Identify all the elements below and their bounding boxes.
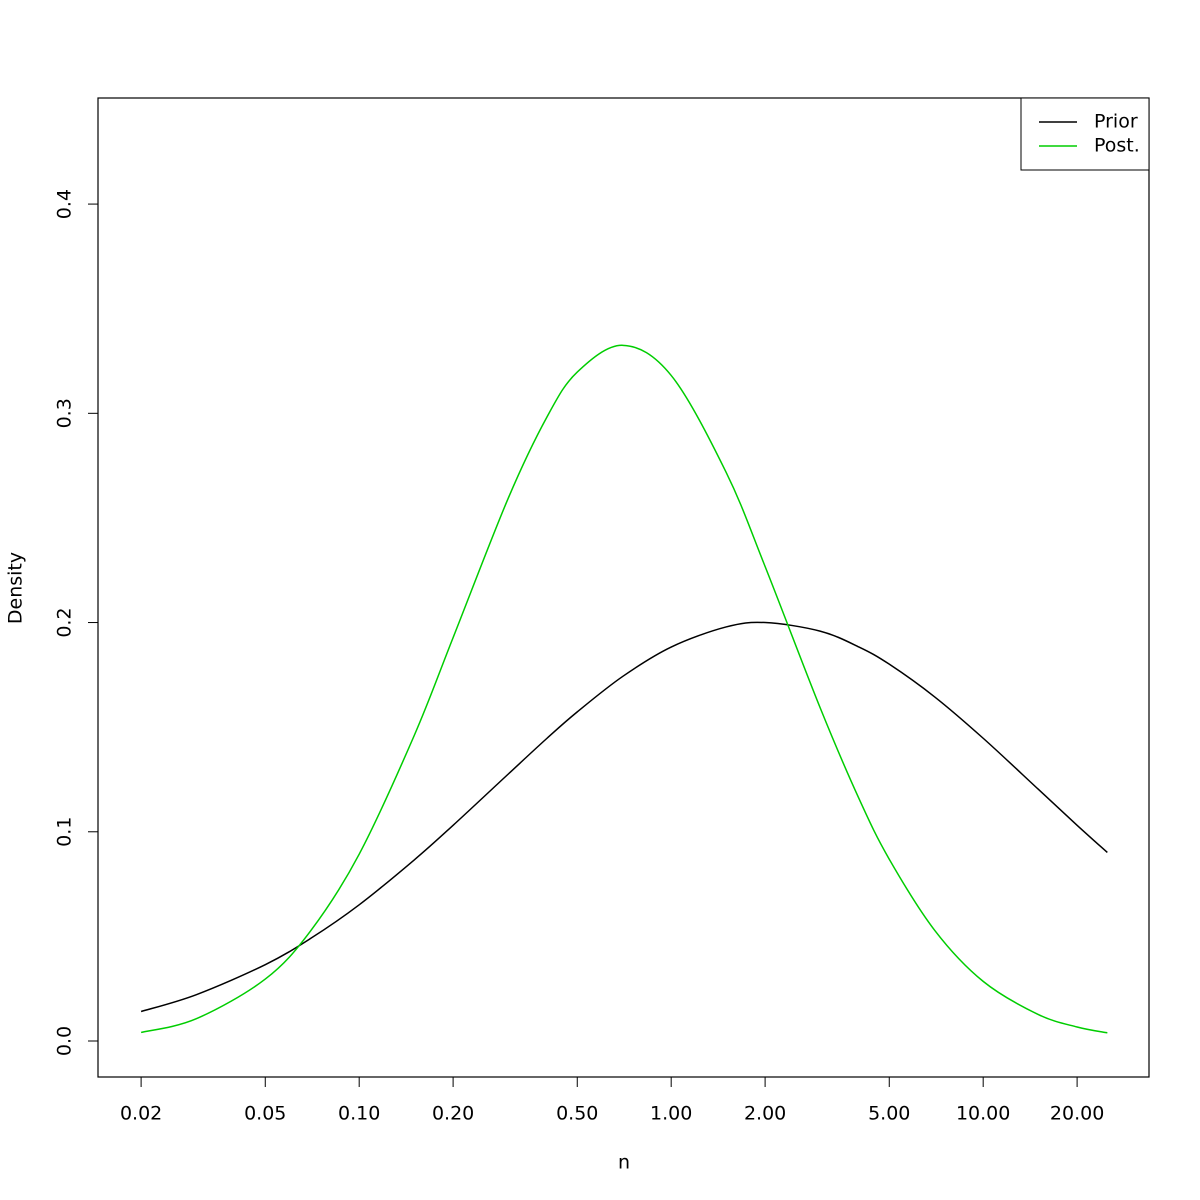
x-tick-label: 5.00 — [868, 1103, 910, 1125]
x-tick-label: 0.20 — [432, 1103, 474, 1125]
legend-label: Prior — [1094, 111, 1138, 133]
y-axis-label: Density — [5, 552, 27, 624]
y-tick-label: 0.4 — [54, 189, 76, 219]
x-tick-label: 0.10 — [338, 1103, 380, 1125]
x-tick-label: 20.00 — [1050, 1103, 1104, 1125]
line-series — [140, 621, 1108, 1013]
x-tick-label: 0.50 — [556, 1103, 598, 1125]
x-axis-label: n — [618, 1152, 630, 1174]
y-tick-label: 0.0 — [54, 1026, 76, 1056]
x-tick-label: 0.02 — [120, 1103, 162, 1125]
line-series — [140, 344, 1108, 1034]
x-tick-label: 2.00 — [744, 1103, 786, 1125]
x-tick-label: 1.00 — [650, 1103, 692, 1125]
x-tick-label: 0.05 — [244, 1103, 286, 1125]
x-tick-label: 10.00 — [956, 1103, 1010, 1125]
y-tick-label: 0.2 — [54, 607, 76, 637]
legend-box — [1020, 97, 1150, 171]
y-tick-label: 0.3 — [54, 398, 76, 428]
plot-box — [97, 97, 1150, 1078]
legend-label: Post. — [1094, 135, 1140, 157]
y-tick-label: 0.1 — [54, 817, 76, 847]
